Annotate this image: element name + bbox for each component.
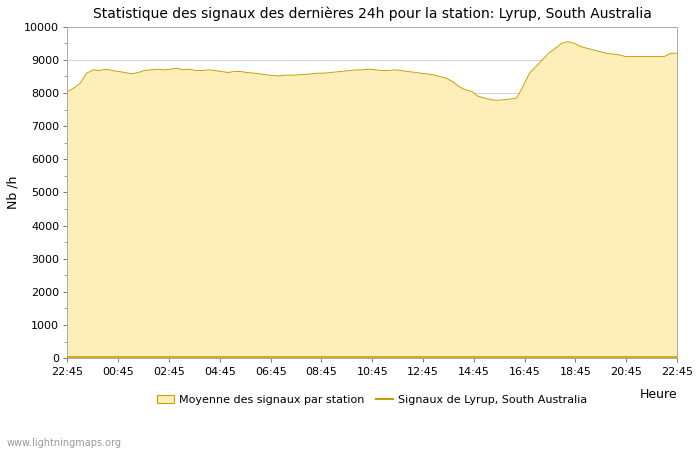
- Y-axis label: Nb /h: Nb /h: [7, 176, 20, 209]
- Title: Statistique des signaux des dernières 24h pour la station: Lyrup, South Australi: Statistique des signaux des dernières 24…: [93, 7, 652, 22]
- Legend: Moyenne des signaux par station, Signaux de Lyrup, South Australia: Moyenne des signaux par station, Signaux…: [153, 390, 592, 409]
- Text: Heure: Heure: [639, 388, 677, 401]
- Text: www.lightningmaps.org: www.lightningmaps.org: [7, 438, 122, 448]
